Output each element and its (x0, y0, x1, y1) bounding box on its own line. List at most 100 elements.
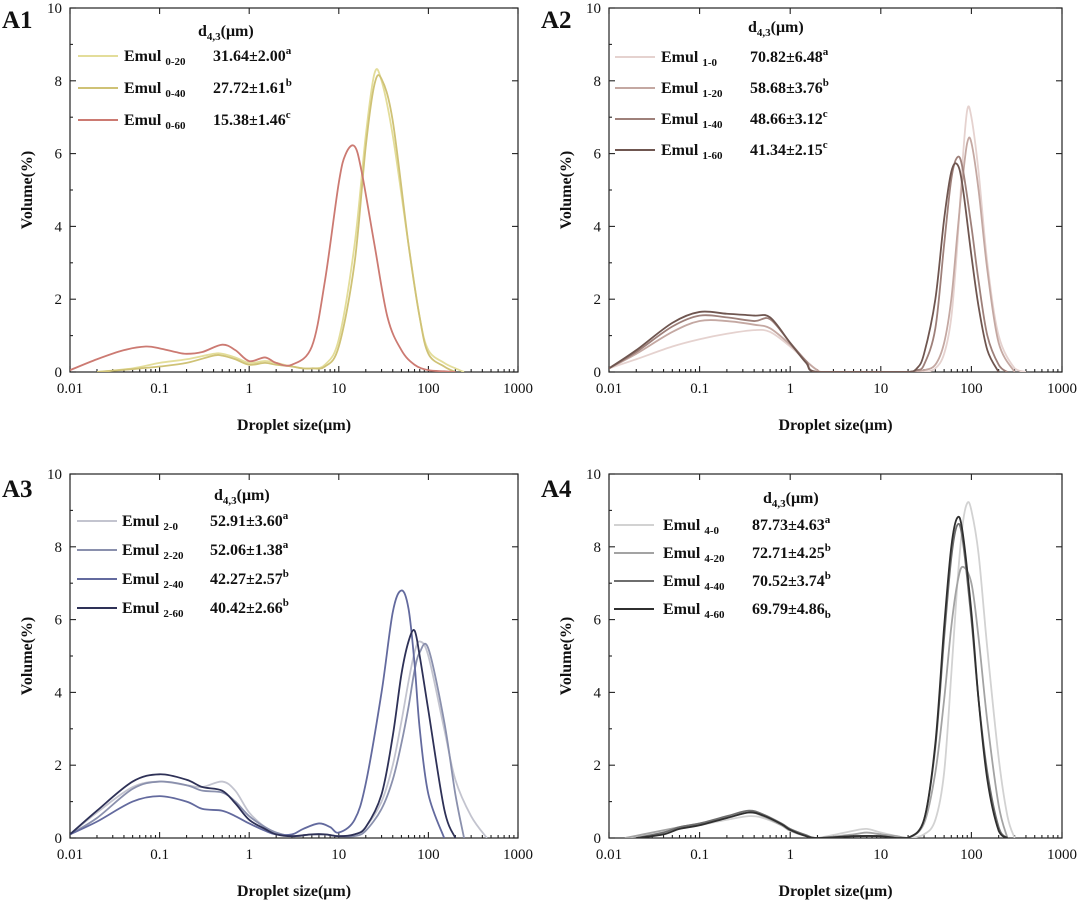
legend-label: Emul 2-20 (122, 542, 184, 562)
y-axis-title: Volume(%) (19, 617, 36, 696)
legend-label: Emul 2-0 (122, 513, 179, 533)
x-tick-label: 0.1 (690, 847, 709, 863)
x-axis-title: Droplet size(μm) (237, 417, 351, 434)
legend-label: Emul 0-40 (124, 80, 186, 100)
legend-title: d4,3(μm) (763, 490, 819, 510)
x-tick-label: 1 (245, 381, 253, 397)
legend-title: d4,3(μm) (214, 487, 270, 507)
legend-label: Emul 4-40 (663, 573, 725, 593)
panel-label: A4 (541, 476, 572, 503)
y-tick-label: 10 (47, 1, 62, 17)
legend-value: 72.71±4.25b (752, 542, 831, 562)
panel-label: A2 (541, 7, 572, 34)
x-tick-label: 0.1 (150, 381, 169, 397)
legend-label: Emul 4-20 (663, 545, 725, 565)
y-tick-label: 8 (55, 74, 63, 90)
x-tick-label: 10 (331, 847, 346, 863)
legend-value: 70.52±3.74b (752, 570, 831, 590)
y-tick-label: 2 (594, 758, 602, 774)
y-tick-label: 4 (594, 685, 602, 701)
x-tick-label: 1 (786, 381, 794, 397)
y-tick-label: 8 (594, 74, 602, 90)
series-line-2 (609, 136, 1016, 372)
legend-value: 87.73±4.63a (752, 514, 831, 534)
x-tick-label: 0.1 (690, 381, 709, 397)
legend-label: Emul 2-40 (122, 571, 184, 591)
series-line-3 (70, 589, 446, 838)
y-tick-label: 0 (594, 365, 602, 381)
legend-label: Emul 1-40 (661, 111, 723, 131)
y-tick-label: 6 (55, 147, 63, 163)
x-tick-label: 10 (873, 381, 888, 397)
legend-label: Emul 0-60 (124, 112, 186, 132)
legend-title: d4,3(μm) (748, 19, 804, 39)
x-axis-title: Droplet size(μm) (778, 417, 892, 434)
series-line-3 (636, 522, 1009, 838)
y-tick-label: 4 (55, 685, 63, 701)
legend-label: Emul 1-20 (661, 80, 723, 100)
panel-A3: A3 0.01 0.1 1 10 100 1000 0 2 4 6 8 10 Droplet size(μ… (2, 467, 533, 900)
legend-value: 58.68±3.76b (750, 77, 829, 97)
x-tick-label: 100 (417, 847, 440, 863)
y-tick-label: 0 (55, 365, 63, 381)
panel-label: A1 (2, 7, 33, 34)
x-tick-label: 0.1 (150, 847, 169, 863)
x-tick-label: 0.01 (57, 847, 83, 863)
y-tick-label: 0 (594, 831, 602, 847)
x-tick-label: 1000 (1047, 847, 1077, 863)
legend-value: 40.42±2.66b (210, 597, 289, 617)
x-tick-label: 1 (245, 847, 253, 863)
y-tick-label: 0 (55, 831, 63, 847)
legend-value: 42.27±2.57b (210, 568, 289, 588)
legend-label: Emul 4-0 (663, 517, 720, 537)
x-tick-label: 1 (786, 847, 794, 863)
legend-value: 41.34±2.15c (750, 139, 828, 159)
y-axis-title: Volume(%) (558, 151, 575, 230)
legend-label: Emul 0-20 (124, 48, 186, 68)
legend-title: d4,3(μm) (198, 23, 254, 43)
x-tick-label: 10 (331, 381, 346, 397)
y-tick-label: 10 (586, 1, 601, 17)
x-tick-label: 100 (960, 847, 983, 863)
series-line-1 (70, 640, 488, 838)
legend-value: 52.91±3.60a (210, 510, 289, 530)
x-tick-label: 1000 (503, 847, 533, 863)
y-tick-label: 2 (594, 292, 602, 308)
y-tick-label: 8 (55, 540, 63, 556)
legend-label: Emul 4-60 (663, 601, 725, 621)
y-tick-label: 10 (47, 467, 62, 483)
panel-A1: A1 0.01 0.1 1 10 100 1000 0 2 4 6 8 10 Droplet size(μ… (2, 1, 533, 434)
x-tick-label: 1000 (503, 381, 533, 397)
legend-value: 70.82±6.48a (750, 46, 829, 66)
x-tick-label: 1000 (1047, 381, 1077, 397)
x-tick-label: 0.01 (596, 847, 622, 863)
panel-label: A3 (2, 476, 33, 503)
panel-A4: A4 0.01 0.1 1 10 100 1000 0 2 4 6 8 10 Droplet size(μ… (541, 467, 1077, 900)
series-line-2 (96, 74, 456, 372)
legend-label: Emul 2-60 (122, 600, 184, 620)
y-tick-label: 6 (594, 147, 602, 163)
legend-value: 15.38±1.46c (213, 109, 291, 129)
series-line-4 (70, 629, 457, 838)
legend-value: 52.06±1.38a (210, 539, 289, 559)
y-tick-label: 6 (55, 613, 63, 629)
y-tick-label: 8 (594, 540, 602, 556)
legend-label: Emul 1-0 (661, 49, 718, 69)
legend-value: 48.66±3.12c (750, 108, 828, 128)
x-tick-label: 0.01 (596, 381, 622, 397)
y-tick-label: 2 (55, 758, 63, 774)
y-tick-label: 4 (594, 219, 602, 235)
series-line-4 (636, 515, 1009, 838)
x-tick-label: 0.01 (57, 381, 83, 397)
y-axis-title: Volume(%) (558, 617, 575, 696)
y-tick-label: 4 (55, 219, 63, 235)
y-axis-title: Volume(%) (19, 151, 36, 230)
legend-value: 31.64±2.00a (213, 45, 292, 65)
x-tick-label: 10 (873, 847, 888, 863)
panel-A2: A2 0.01 0.1 1 10 100 1000 0 2 4 6 8 10 Droplet size(μ… (541, 1, 1077, 434)
series-line-2 (70, 642, 465, 838)
series-line-3 (70, 144, 456, 372)
y-tick-label: 2 (55, 292, 63, 308)
series-line-4 (609, 162, 1000, 372)
